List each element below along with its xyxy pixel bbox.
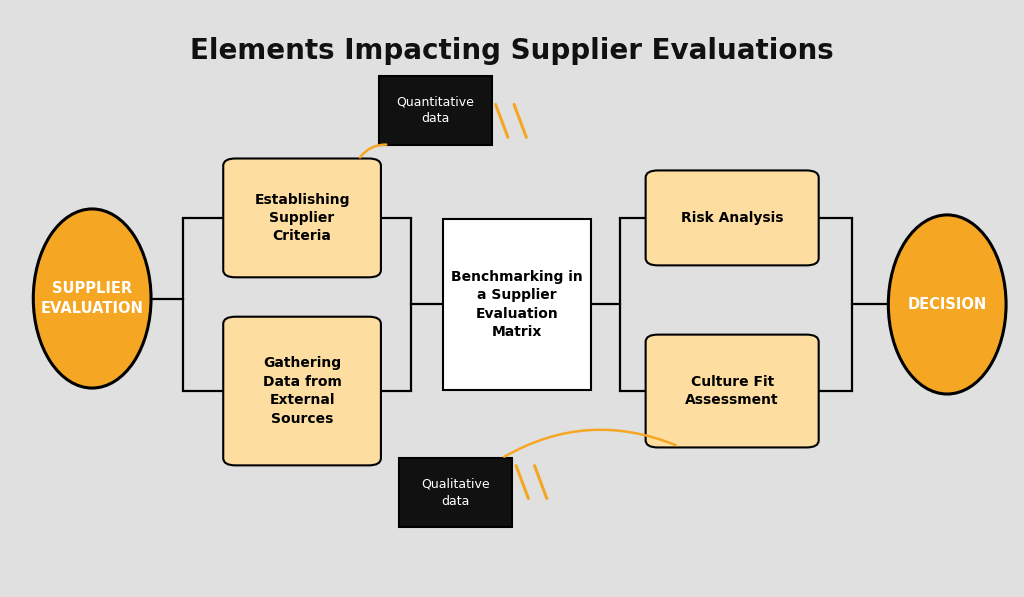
FancyBboxPatch shape <box>645 171 818 265</box>
Text: Qualitative
data: Qualitative data <box>421 478 490 507</box>
Text: Benchmarking in
a Supplier
Evaluation
Matrix: Benchmarking in a Supplier Evaluation Ma… <box>452 270 583 339</box>
Text: Risk Analysis: Risk Analysis <box>681 211 783 225</box>
Text: Elements Impacting Supplier Evaluations: Elements Impacting Supplier Evaluations <box>190 37 834 64</box>
FancyBboxPatch shape <box>645 334 818 448</box>
Text: Gathering
Data from
External
Sources: Gathering Data from External Sources <box>262 356 342 426</box>
FancyBboxPatch shape <box>223 316 381 466</box>
Ellipse shape <box>889 215 1006 394</box>
Ellipse shape <box>33 209 152 388</box>
Bar <box>399 458 512 527</box>
Text: SUPPLIER
EVALUATION: SUPPLIER EVALUATION <box>41 281 143 316</box>
Text: Culture Fit
Assessment: Culture Fit Assessment <box>685 375 779 407</box>
FancyBboxPatch shape <box>223 159 381 277</box>
Text: DECISION: DECISION <box>907 297 987 312</box>
Bar <box>442 219 592 389</box>
Text: Establishing
Supplier
Criteria: Establishing Supplier Criteria <box>254 192 350 244</box>
Text: Quantitative
data: Quantitative data <box>396 96 474 125</box>
Bar <box>379 76 492 145</box>
